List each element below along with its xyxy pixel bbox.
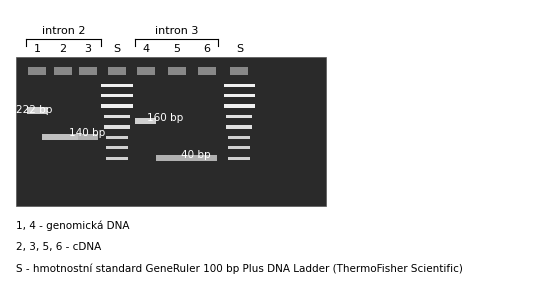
Bar (28, 67, 46, 75)
Bar (224, 104, 255, 108)
Bar (106, 136, 128, 139)
Text: 2, 3, 5, 6 - cDNA: 2, 3, 5, 6 - cDNA (16, 242, 102, 252)
Bar (101, 104, 133, 108)
Bar (226, 115, 252, 118)
Bar (106, 146, 128, 149)
Bar (16, 57, 326, 206)
Bar (53, 67, 72, 75)
Bar (228, 146, 250, 149)
Bar (168, 67, 186, 75)
Bar (101, 84, 133, 87)
Bar (226, 125, 252, 129)
Bar (108, 67, 126, 75)
Text: 6: 6 (203, 44, 210, 54)
Text: 1: 1 (34, 44, 40, 54)
Bar (157, 155, 197, 161)
Bar (106, 156, 128, 160)
Bar (231, 67, 248, 75)
Bar (27, 108, 47, 114)
Text: intron 3: intron 3 (154, 26, 198, 36)
Bar (78, 134, 98, 140)
Bar (228, 136, 250, 139)
Text: 222 bp: 222 bp (16, 105, 53, 115)
Bar (42, 134, 83, 140)
Bar (224, 94, 255, 97)
Text: 4: 4 (142, 44, 150, 54)
Bar (137, 67, 154, 75)
Bar (135, 118, 156, 124)
Bar (101, 94, 133, 97)
Text: 3: 3 (85, 44, 91, 54)
Text: 40 bp: 40 bp (181, 150, 210, 160)
Text: S: S (236, 44, 243, 54)
Text: 5: 5 (174, 44, 180, 54)
Text: 1, 4 - genomická DNA: 1, 4 - genomická DNA (16, 220, 130, 231)
Bar (196, 155, 217, 161)
Bar (79, 67, 97, 75)
Bar (198, 67, 215, 75)
Text: 160 bp: 160 bp (147, 113, 184, 123)
Text: 2: 2 (59, 44, 66, 54)
Text: intron 2: intron 2 (42, 26, 85, 36)
Text: 140 bp: 140 bp (69, 128, 105, 138)
Bar (104, 115, 130, 118)
Text: S - hmotnostní standard GeneRuler 100 bp Plus DNA Ladder (ThermoFisher Scientifi: S - hmotnostní standard GeneRuler 100 bp… (16, 263, 463, 274)
Bar (224, 84, 255, 87)
Bar (228, 156, 250, 160)
Bar (104, 125, 130, 129)
Text: S: S (113, 44, 121, 54)
